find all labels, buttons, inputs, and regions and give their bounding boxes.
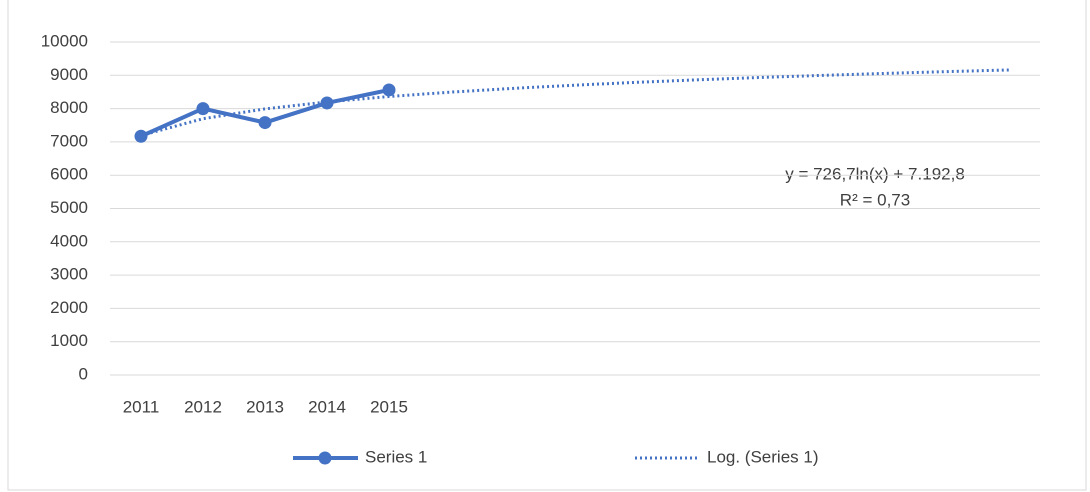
x-tick-label: 2011	[123, 397, 160, 416]
point	[134, 129, 148, 143]
y-tick-label: 7000	[50, 131, 88, 150]
y-tick-label: 4000	[50, 231, 88, 250]
legend-label: Log. (Series 1)	[707, 447, 819, 466]
legend-label: Series 1	[365, 447, 427, 466]
y-tick-label: 6000	[50, 165, 88, 184]
y-tick-label: 1000	[50, 331, 88, 350]
chart-border	[7, 0, 1087, 491]
y-tick-label: 2000	[50, 298, 88, 317]
x-tick-label: 2012	[184, 397, 222, 416]
x-tick-label: 2014	[308, 397, 346, 416]
y-tick-label: 10000	[41, 31, 88, 50]
trend-equation: y = 726,7ln(x) + 7.192,8	[785, 164, 965, 183]
point	[196, 102, 210, 116]
x-tick-label: 2015	[370, 397, 408, 416]
point	[258, 116, 272, 130]
trend-r-squared: R² = 0,73	[840, 190, 910, 209]
x-tick-label: 2013	[246, 397, 284, 416]
y-tick-label: 0	[79, 364, 88, 383]
y-tick-label: 5000	[50, 198, 88, 217]
y-tick-label: 9000	[50, 65, 88, 84]
y-tick-label: 3000	[50, 265, 88, 284]
point	[382, 83, 396, 97]
y-tick-label: 8000	[50, 98, 88, 117]
point	[320, 96, 334, 110]
legend-marker	[318, 451, 332, 465]
